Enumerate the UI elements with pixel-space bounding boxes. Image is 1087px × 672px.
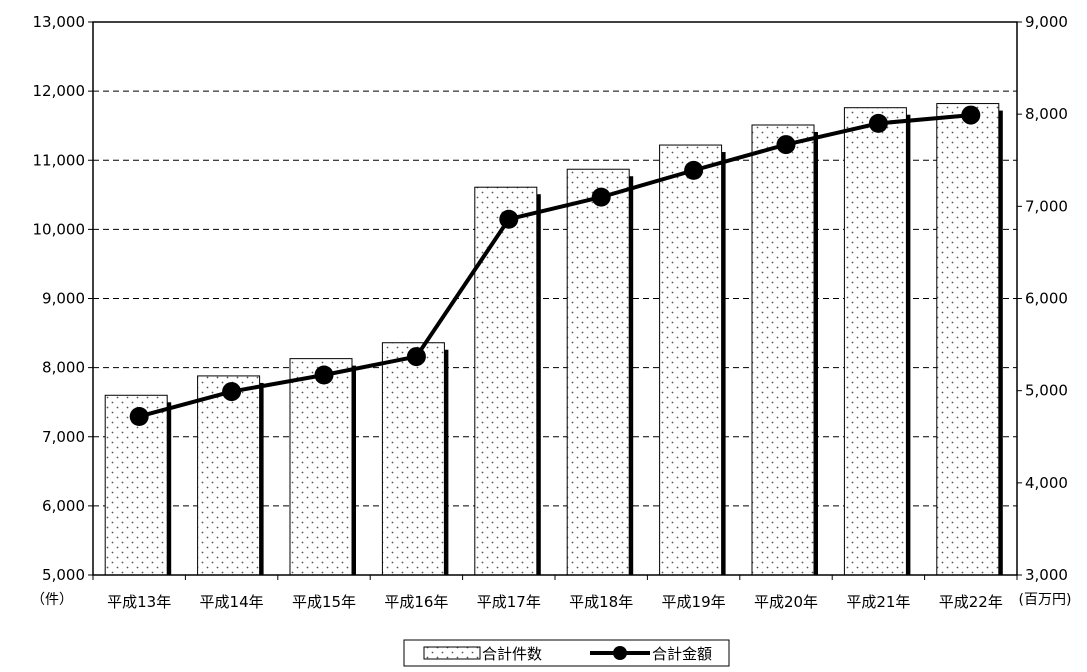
line-point bbox=[961, 105, 981, 125]
right-tick-label: 9,000 bbox=[1025, 13, 1068, 31]
bar-shadow bbox=[259, 382, 264, 575]
line-point bbox=[129, 406, 149, 426]
x-tick-label: 平成20年 bbox=[754, 593, 818, 611]
bar-shadow bbox=[444, 349, 449, 575]
right-axis-unit: (百万円) bbox=[1019, 592, 1072, 608]
bar-shadow bbox=[167, 402, 172, 575]
left-tick-label: 11,000 bbox=[33, 151, 86, 169]
left-tick-label: 7,000 bbox=[42, 428, 85, 446]
bar-shadow bbox=[906, 114, 911, 575]
line-point bbox=[776, 135, 796, 155]
x-tick-label: 平成13年 bbox=[107, 593, 171, 611]
axes bbox=[88, 21, 1022, 580]
line-point bbox=[868, 113, 888, 133]
legend-label-line: 合計金額 bbox=[652, 645, 712, 663]
line-point bbox=[406, 347, 426, 367]
line-point bbox=[499, 209, 519, 229]
left-tick-label: 6,000 bbox=[42, 497, 85, 515]
bar bbox=[197, 375, 261, 576]
line-series bbox=[129, 105, 981, 426]
bar bbox=[936, 103, 1000, 576]
line-point bbox=[591, 187, 611, 207]
bar-shadow bbox=[814, 131, 818, 575]
left-tick-label: 8,000 bbox=[42, 359, 85, 377]
left-tick-label: 13,000 bbox=[33, 13, 86, 31]
bar bbox=[289, 358, 353, 576]
bar bbox=[566, 168, 630, 576]
bar-shadow bbox=[721, 152, 726, 576]
legend: 合計件数 合計金額 bbox=[403, 639, 730, 667]
x-tick-label: 平成17年 bbox=[477, 593, 541, 611]
right-tick-label: 8,000 bbox=[1025, 105, 1068, 123]
bar bbox=[659, 144, 723, 576]
bar-shadow bbox=[352, 365, 356, 575]
x-tick-label: 平成14年 bbox=[200, 593, 264, 611]
x-tick-label: 平成16年 bbox=[384, 593, 448, 611]
bar-shadow bbox=[998, 110, 1003, 575]
bar bbox=[843, 107, 907, 576]
x-tick-label: 平成19年 bbox=[662, 593, 726, 611]
legend-swatch-marker bbox=[613, 646, 627, 660]
line-point bbox=[314, 365, 334, 385]
x-tick-label: 平成15年 bbox=[292, 593, 356, 611]
left-tick-label: 10,000 bbox=[33, 220, 86, 238]
line-path bbox=[138, 113, 971, 419]
left-tick-label: 9,000 bbox=[42, 290, 85, 308]
left-tick-label: 12,000 bbox=[33, 82, 86, 100]
bar-shadow bbox=[536, 194, 541, 576]
bar bbox=[751, 124, 815, 576]
axis-labels: 5,000 6,000 7,000 8,000 9,000 10,000 11,000 12,… bbox=[31, 13, 1071, 611]
legend-swatch-bar bbox=[423, 646, 481, 660]
legend-label-bar: 合計件数 bbox=[482, 645, 542, 663]
x-tick-label: 平成21年 bbox=[846, 593, 910, 611]
line-point bbox=[222, 382, 242, 402]
right-tick-label: 5,000 bbox=[1025, 382, 1068, 400]
bar bbox=[381, 342, 445, 576]
right-tick-label: 7,000 bbox=[1025, 197, 1068, 215]
left-axis-unit: （件） bbox=[31, 592, 73, 608]
right-tick-label: 4,000 bbox=[1025, 474, 1068, 492]
x-tick-label: 平成18年 bbox=[569, 593, 633, 611]
plot-frame bbox=[92, 21, 1018, 576]
bar-shadow bbox=[629, 176, 634, 575]
right-tick-label: 3,000 bbox=[1025, 566, 1068, 584]
line-point bbox=[684, 160, 704, 180]
bar bbox=[474, 186, 538, 576]
x-tick-label: 平成22年 bbox=[939, 593, 1003, 611]
left-tick-label: 5,000 bbox=[42, 566, 85, 584]
right-tick-label: 6,000 bbox=[1025, 290, 1068, 308]
bar-series bbox=[104, 103, 1003, 576]
